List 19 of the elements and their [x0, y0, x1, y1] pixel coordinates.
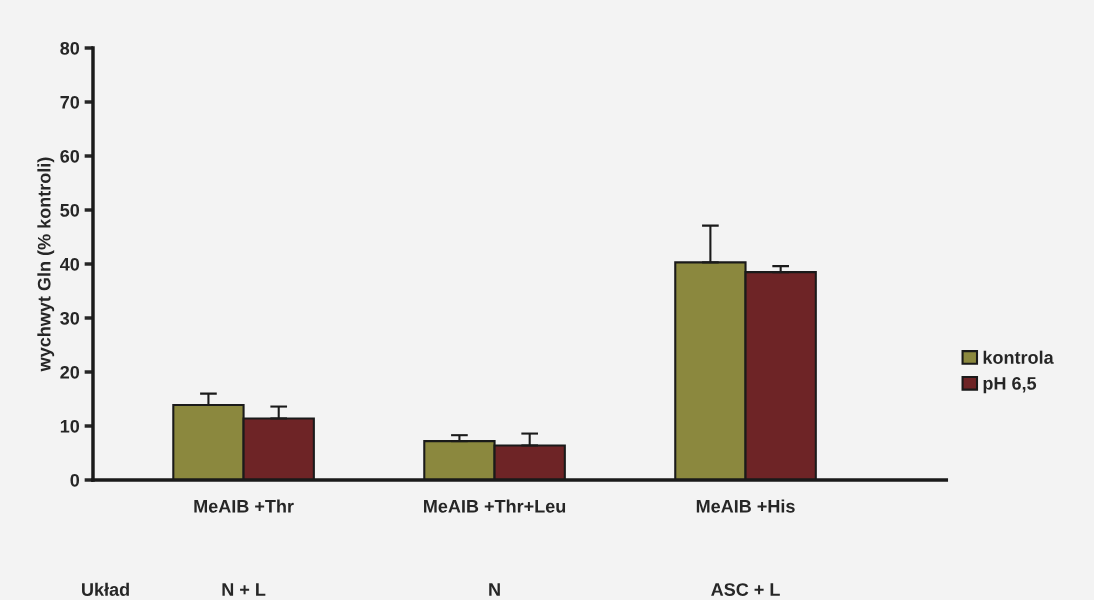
legend-label: pH 6,5 — [983, 376, 1037, 394]
text: Układ — [82, 582, 129, 596]
x-tick-label: MeAIB +Thr+Leu — [424, 499, 566, 513]
y-tick-label: 10 — [60, 419, 80, 433]
y-axis-title: wychwyt Gln (% kontroli) — [37, 157, 55, 372]
text: N + L — [222, 583, 266, 596]
x-tick-label: MeAIB +His — [696, 499, 795, 513]
y-tick-label: 30 — [60, 311, 80, 325]
text: ASC + L — [711, 583, 780, 596]
y-tick-label: 50 — [60, 203, 80, 217]
y-tick-label: 20 — [60, 365, 80, 379]
y-tick-label: 70 — [60, 95, 80, 109]
y-tick-label: 0 — [70, 473, 80, 487]
legend-label: kontrola — [983, 350, 1054, 364]
y-tick-label: 60 — [60, 149, 80, 163]
y-tick-label: 80 — [60, 41, 80, 55]
x-tick-label: MeAIB +Thr — [194, 499, 294, 513]
text: N — [489, 583, 500, 596]
y-tick-label: 40 — [59, 257, 80, 271]
